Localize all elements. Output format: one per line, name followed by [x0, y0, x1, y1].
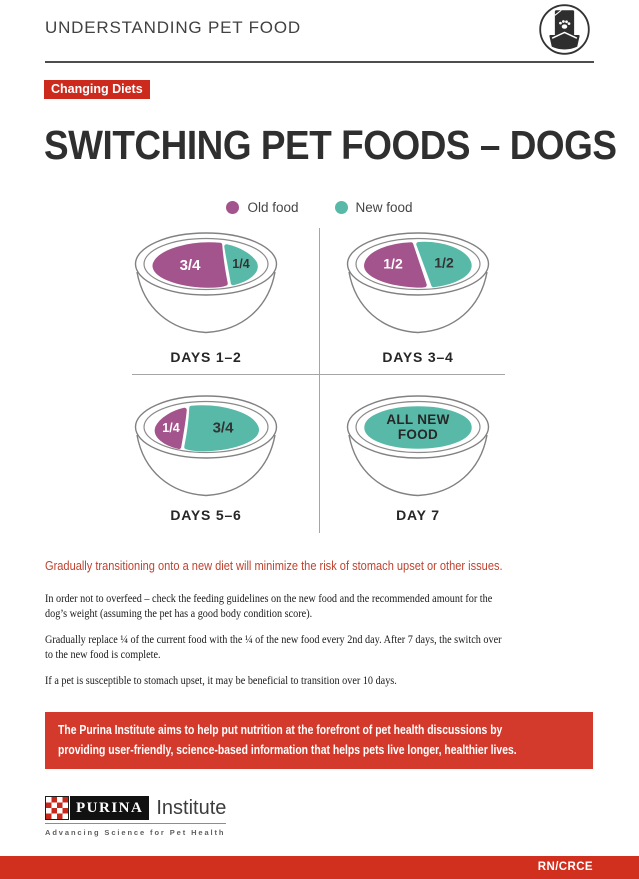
all-new-food-line2: FOOD — [398, 427, 438, 442]
legend-label: New food — [355, 200, 413, 215]
legend: Old food New food — [0, 200, 639, 215]
paragraph-susceptible: If a pet is susceptible to stomach upset… — [45, 673, 397, 687]
bowl-days-3-4: 1/2 1/2 — [338, 229, 498, 343]
new-food-fraction: 1/2 — [434, 255, 454, 271]
old-food-fraction: 3/4 — [180, 257, 202, 274]
new-food-fraction: 1/4 — [232, 257, 249, 271]
callout-text: Gradually transitioning onto a new diet … — [45, 558, 503, 573]
body-text: In order not to overfeed – check the fee… — [45, 591, 593, 699]
pet-food-icon — [537, 2, 592, 62]
footer-bar: RN/CRCE — [0, 856, 639, 879]
old-food-fraction: 1/4 — [162, 421, 179, 435]
legend-item-old-food: Old food — [226, 200, 299, 215]
paragraph-overfeed: In order not to overfeed – check the fee… — [45, 591, 493, 620]
purina-institute-logo: PURINA Institute Advancing Science for P… — [45, 796, 227, 837]
old-food-fraction: 1/2 — [383, 256, 403, 272]
bowl-days-5-6: 1/4 3/4 — [126, 392, 286, 506]
bowl-label-day-7: DAY 7 — [396, 507, 440, 523]
purina-wordmark: PURINA — [70, 796, 150, 820]
bowl-label-days-3-4: DAYS 3–4 — [382, 349, 454, 365]
paragraph-replace: Gradually replace ¼ of the current food … — [45, 632, 502, 661]
bowl-day-7: ALL NEW FOOD — [338, 392, 498, 506]
section-badge: Changing Diets — [44, 80, 150, 99]
footer-code: RN/CRCE — [537, 861, 593, 873]
all-new-food-line1: ALL NEW — [386, 412, 449, 427]
infobox-line1: The Purina Institute aims to help put nu… — [58, 722, 503, 737]
logo-tagline: Advancing Science for Pet Health — [45, 828, 226, 837]
document-header-title: UNDERSTANDING PET FOOD — [45, 18, 301, 37]
legend-label: Old food — [247, 200, 299, 215]
page-title: SWITCHING PET FOODS – DOGS — [44, 122, 617, 168]
purina-institute-infobox: The Purina Institute aims to help put nu… — [45, 712, 593, 769]
logo-row: PURINA Institute — [45, 796, 227, 824]
bowl-label-days-5-6: DAYS 5–6 — [170, 507, 242, 523]
header-divider — [45, 61, 594, 63]
institute-wordmark: Institute — [156, 797, 227, 819]
old-food-dot — [226, 201, 240, 214]
infobox-line2: providing user-friendly, science-based i… — [58, 742, 517, 757]
bowl-days-1-2: 3/4 1/4 — [126, 229, 286, 343]
purina-checkerboard-icon — [45, 796, 69, 820]
grid-divider-horizontal — [132, 374, 505, 375]
legend-item-new-food: New food — [334, 200, 413, 215]
grid-divider-vertical — [319, 228, 320, 533]
bowl-label-days-1-2: DAYS 1–2 — [170, 349, 242, 365]
new-food-dot — [334, 201, 348, 214]
new-food-fraction: 3/4 — [213, 420, 235, 437]
